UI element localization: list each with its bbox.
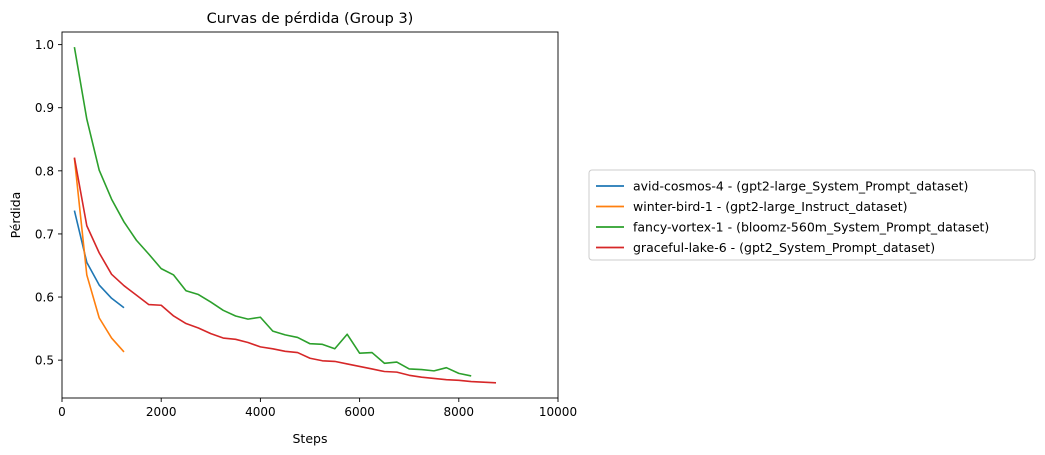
legend: avid-cosmos-4 - (gpt2-large_System_Promp… <box>588 169 1036 261</box>
series-line-1 <box>73 210 125 309</box>
y-tick-label: 0.7 <box>35 227 54 241</box>
legend-frame <box>588 169 1036 261</box>
x-tick-label: 0 <box>58 405 66 419</box>
x-tick-label: 8000 <box>444 405 475 419</box>
series-lines <box>73 47 497 384</box>
y-axis: 0.5 0.6 0.7 0.8 0.9 1.0 <box>35 38 62 368</box>
legend-label-2: winter-bird-1 - (gpt2-large_Instruct_dat… <box>633 199 908 214</box>
y-tick-label: 0.9 <box>35 101 54 115</box>
x-tick-label: 6000 <box>344 405 375 419</box>
y-tick-label: 0.6 <box>35 291 54 305</box>
legend-label-1: avid-cosmos-4 - (gpt2-large_System_Promp… <box>633 179 968 194</box>
x-tick-label: 4000 <box>245 405 276 419</box>
x-axis: 0 2000 4000 6000 8000 10000 <box>58 398 577 419</box>
x-axis-label: Steps <box>293 431 328 446</box>
y-tick-label: 0.5 <box>35 354 54 368</box>
chart-title: Curvas de pérdida (Group 3) <box>207 11 414 27</box>
y-tick-label: 1.0 <box>35 38 54 52</box>
series-line-2 <box>73 158 125 353</box>
plot-area <box>61 31 559 399</box>
series-line-3 <box>73 47 472 377</box>
y-tick-label: 0.8 <box>35 164 54 178</box>
series-line-4 <box>73 157 497 384</box>
legend-label-3: fancy-vortex-1 - (bloomz-560m_System_Pro… <box>633 220 989 235</box>
x-tick-label: 2000 <box>146 405 177 419</box>
plot-frame <box>61 31 559 399</box>
legend-label-4: graceful-lake-6 - (gpt2_System_Prompt_da… <box>633 240 935 255</box>
x-tick-label: 10000 <box>539 405 577 419</box>
y-axis-label: Pérdida <box>8 192 23 239</box>
